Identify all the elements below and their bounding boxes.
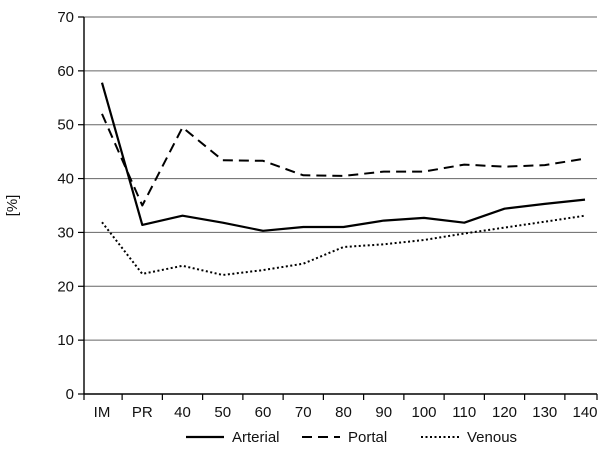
legend: Arterial Portal Venous	[186, 429, 517, 446]
y-tick-label: 20	[57, 278, 74, 295]
series-lines	[100, 82, 586, 276]
x-tick-label: 60	[255, 404, 272, 421]
legend-label-arterial: Arterial	[232, 429, 280, 446]
x-tick-label: 50	[214, 404, 231, 421]
x-tick-label: IM	[94, 404, 111, 421]
y-tick-label: 10	[57, 332, 74, 349]
axes: 0 10 20 30 40 50 60 70 IM PR 40 50 60 70 80 90 100 110 120…	[57, 9, 598, 421]
legend-label-venous: Venous	[467, 429, 517, 446]
x-tick-label: PR	[132, 404, 153, 421]
series-line-portal	[101, 113, 586, 207]
x-tick-label: 110	[452, 404, 476, 421]
x-tick-label: 40	[174, 404, 191, 421]
series-line-venous	[101, 214, 586, 276]
x-tick-label: 90	[375, 404, 392, 421]
x-tick-label: 100	[411, 404, 436, 421]
series-line-arterial	[100, 82, 586, 232]
x-tick-label: 120	[492, 404, 517, 421]
x-tick-label: 140	[572, 404, 597, 421]
y-tick-label: 70	[57, 9, 74, 26]
y-tick-label: 40	[57, 171, 74, 188]
y-tick-label: 50	[57, 117, 74, 134]
y-tick-label: 60	[57, 63, 74, 80]
x-tick-label: 70	[295, 404, 312, 421]
y-tick-label: 30	[57, 224, 74, 241]
legend-label-portal: Portal	[348, 429, 387, 446]
y-axis-label: [%]	[4, 195, 21, 217]
gridlines	[84, 16, 597, 341]
y-tick-label: 0	[66, 386, 74, 403]
x-tick-label: 130	[532, 404, 557, 421]
x-tick-label: 80	[335, 404, 352, 421]
